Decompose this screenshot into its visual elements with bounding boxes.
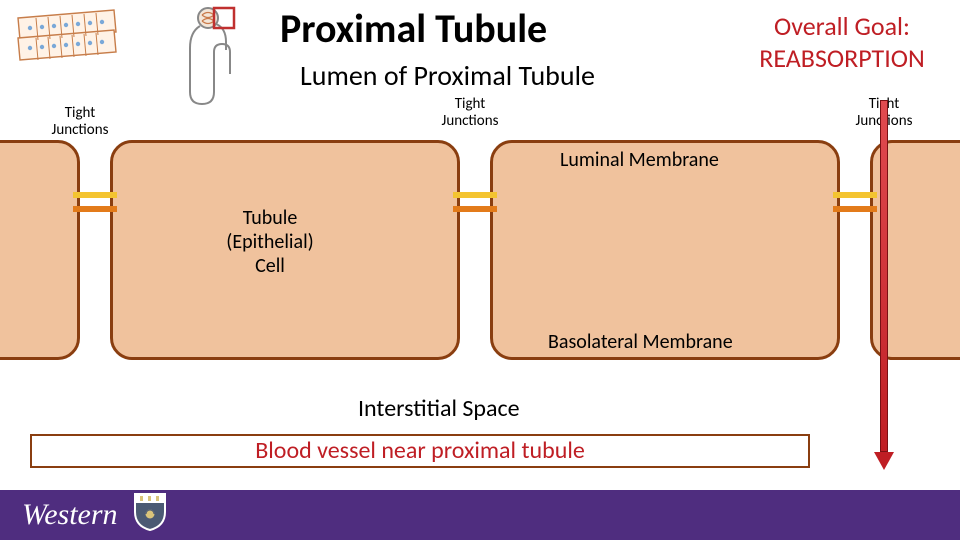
epithelium-icon	[8, 4, 128, 69]
tight-junction-icon	[833, 192, 877, 198]
tubule-cell-label: Tubule (Epithelial) Cell	[200, 206, 340, 278]
tight-junction-icon	[453, 192, 497, 198]
footer-bar: Western	[0, 490, 960, 540]
blood-vessel-bar: Blood vessel near proximal tubule	[30, 434, 810, 468]
nephron-icon	[178, 2, 258, 112]
tight-junctions-label-left: Tight Junctions	[38, 105, 122, 138]
tight-junction-icon	[453, 206, 497, 212]
tight-junction-icon	[73, 206, 117, 212]
shield-icon	[131, 491, 169, 533]
tight-junctions-label-mid: Tight Junctions	[428, 96, 512, 129]
university-logo-text: Western	[22, 490, 118, 540]
reabsorption-arrowhead-icon	[874, 452, 894, 470]
interstitial-space-label: Interstitial Space	[358, 394, 520, 423]
page-subtitle: Lumen of Proximal Tubule	[300, 58, 595, 93]
reabsorption-arrow-icon	[880, 100, 888, 452]
epithelial-cell	[490, 140, 840, 360]
luminal-membrane-label: Luminal Membrane	[560, 148, 719, 172]
tight-junction-icon	[833, 206, 877, 212]
basolateral-membrane-label: Basolateral Membrane	[548, 330, 733, 354]
page-title: Proximal Tubule	[280, 4, 547, 53]
goal-line1: Overall Goal:	[742, 10, 942, 42]
tight-junction-icon	[73, 192, 117, 198]
goal-line2: REABSORPTION	[732, 42, 952, 74]
epithelial-cell	[0, 140, 80, 360]
